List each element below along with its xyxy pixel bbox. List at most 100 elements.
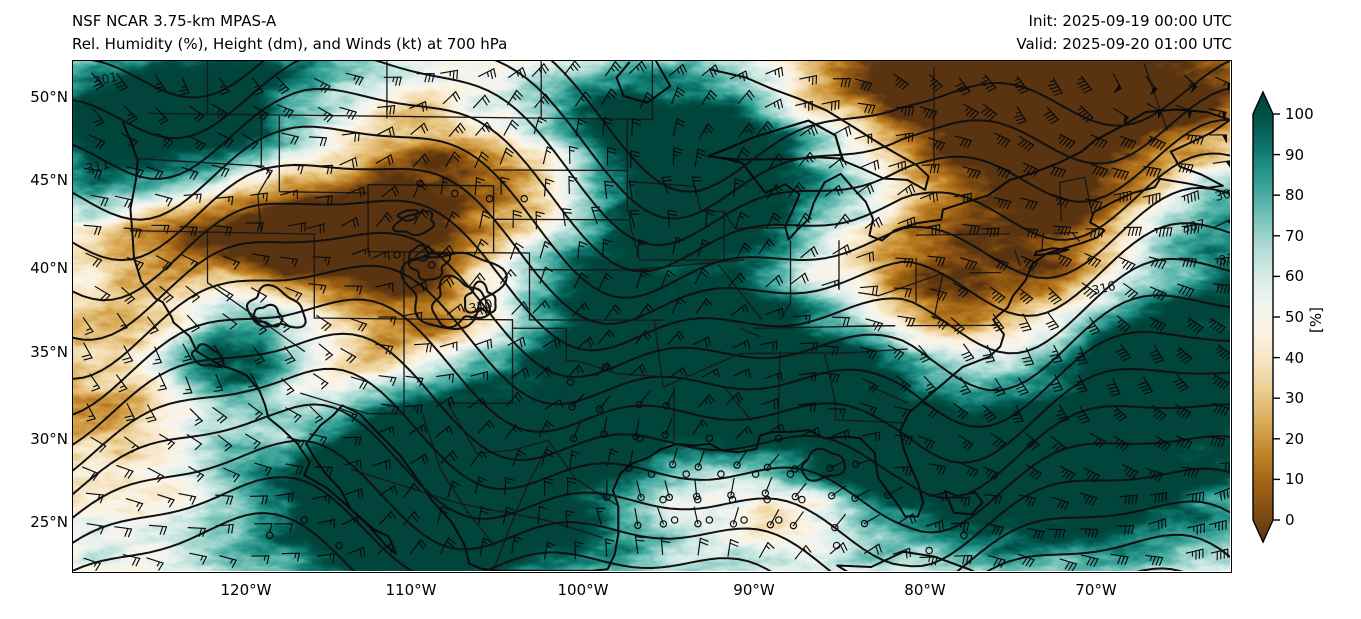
wind-barb <box>955 77 971 96</box>
wind-barb <box>602 238 613 257</box>
height-contour <box>73 87 1230 273</box>
wind-barb <box>951 522 970 532</box>
wind-barb <box>116 374 128 393</box>
wind-barb <box>632 419 640 441</box>
wind-barb <box>925 520 944 531</box>
wind-barb <box>864 216 883 229</box>
calm-wind-symbol <box>520 194 529 203</box>
wind-barb <box>436 276 455 290</box>
wind-barb <box>634 536 645 555</box>
wind-barb <box>116 464 134 479</box>
wind-barb <box>1181 190 1200 204</box>
state-border <box>206 231 306 353</box>
height-contour <box>73 298 1230 464</box>
wind-barb <box>760 398 779 409</box>
wind-barb <box>114 526 133 538</box>
wind-barb <box>568 145 579 165</box>
wind-barb <box>1180 466 1199 478</box>
wind-barb <box>923 376 937 394</box>
lat-tick-label: 25°N <box>30 513 68 531</box>
wind-barb <box>1143 166 1162 178</box>
wind-barb <box>151 224 170 235</box>
wind-barb <box>276 315 291 333</box>
wind-barb <box>729 507 739 528</box>
wind-barb <box>222 255 240 270</box>
wind-barb <box>1211 402 1230 416</box>
wind-barb <box>980 103 998 120</box>
wind-barb <box>982 466 1000 481</box>
wind-barb <box>474 177 485 196</box>
wind-barb <box>543 477 554 496</box>
calm-wind-symbol <box>786 470 795 478</box>
wind-barb <box>90 436 107 453</box>
wind-barb <box>381 403 399 415</box>
wind-barb <box>697 238 711 257</box>
map-plot-area[interactable]: 311 304 307 313 316 310 301 <box>72 60 1232 573</box>
wind-barb <box>694 267 710 285</box>
wind-barb <box>533 116 547 135</box>
wind-barb <box>154 74 166 93</box>
wind-barb <box>851 488 871 502</box>
wind-barb <box>1087 317 1101 336</box>
wind-barb <box>178 76 190 96</box>
wind-barb <box>125 498 144 512</box>
wind-barb <box>959 257 978 271</box>
calm-wind-symbol <box>774 516 783 524</box>
wind-barb <box>990 286 1006 304</box>
wind-barb <box>288 222 306 233</box>
wind-barb <box>765 66 784 78</box>
wind-barb <box>1149 492 1168 504</box>
wind-barb <box>252 105 269 121</box>
wind-barb <box>508 67 527 78</box>
wind-barb <box>1214 487 1230 501</box>
wind-barb <box>802 426 821 437</box>
wind-barb <box>897 183 916 196</box>
wind-barb <box>733 450 748 469</box>
wind-barb <box>732 339 751 350</box>
wind-barb <box>1154 227 1173 237</box>
wind-barb <box>764 98 784 110</box>
wind-barb <box>894 434 913 446</box>
wind-barb <box>532 300 550 314</box>
wind-barb <box>378 316 397 326</box>
wind-barb <box>697 393 715 408</box>
wind-barb <box>800 246 819 258</box>
wind-barb <box>957 434 974 451</box>
wind-barb <box>859 402 877 416</box>
wind-barb <box>734 211 749 229</box>
wind-barb <box>897 315 916 327</box>
wind-barb <box>701 89 717 106</box>
wind-barb <box>1216 344 1230 361</box>
calm-wind-symbol <box>427 261 436 269</box>
wind-barb <box>671 297 687 315</box>
wind-barb <box>254 462 272 476</box>
wind-barb <box>1053 225 1072 236</box>
wind-barb <box>564 61 581 76</box>
wind-barb <box>798 151 816 167</box>
wind-barb <box>795 100 813 112</box>
colorbar-tick-label: 30 <box>1285 389 1305 408</box>
wind-barb <box>440 177 452 196</box>
coastline <box>305 404 471 565</box>
wind-barb <box>475 121 493 136</box>
wind-barb <box>1145 554 1164 566</box>
wind-barb <box>223 467 240 483</box>
wind-barb <box>963 166 981 180</box>
wind-barb <box>759 340 778 351</box>
wind-barb <box>413 208 430 225</box>
calm-wind-symbol <box>416 179 424 188</box>
wind-barb <box>309 405 323 424</box>
wind-barb <box>251 555 270 565</box>
height-contour-closed <box>392 210 435 237</box>
wind-barb <box>179 226 198 236</box>
field-title: Rel. Humidity (%), Height (dm), and Wind… <box>72 34 508 53</box>
wind-barb <box>1116 343 1132 362</box>
wind-barb <box>963 103 980 120</box>
state-border <box>278 115 369 194</box>
wind-barb <box>250 192 269 202</box>
wind-barb <box>1075 346 1088 365</box>
svg-text:307: 307 <box>1180 216 1207 236</box>
wind-barb <box>1058 133 1076 149</box>
wind-barb <box>276 76 290 95</box>
colorbar[interactable] <box>1252 90 1280 544</box>
